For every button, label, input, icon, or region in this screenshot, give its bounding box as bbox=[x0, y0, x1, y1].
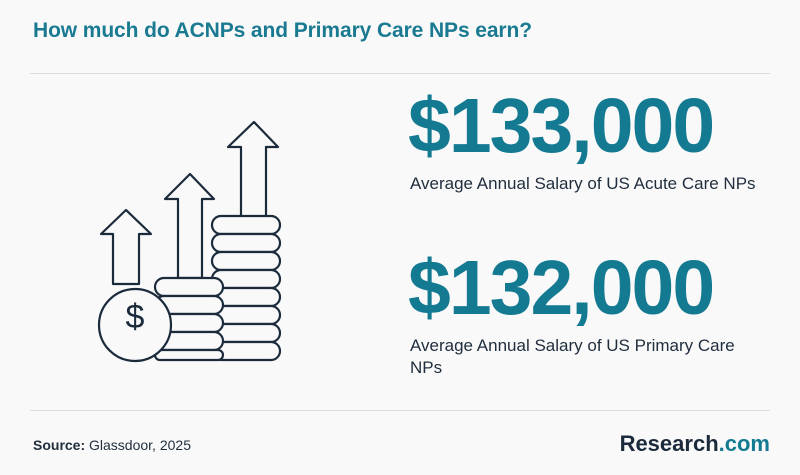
dollar-sign-icon: $ bbox=[125, 298, 145, 336]
source-citation: Source: Glassdoor, 2025 bbox=[33, 437, 191, 453]
stat-label-acute: Average Annual Salary of US Acute Care N… bbox=[410, 174, 756, 193]
brand-name: Research bbox=[619, 431, 719, 456]
stat-value-primary: $132,000 bbox=[408, 245, 715, 331]
stat-acute-care: $133,000 Average Annual Salary of US Acu… bbox=[408, 88, 778, 195]
brand-logo: Research.com bbox=[620, 431, 770, 457]
bottom-divider bbox=[30, 410, 770, 411]
coins-growth-arrows-icon bbox=[97, 120, 282, 363]
stat-label-primary: Average Annual Salary of US Primary Care… bbox=[410, 336, 735, 377]
top-divider bbox=[30, 73, 770, 74]
stat-value-acute: $133,000 bbox=[408, 83, 715, 169]
source-label: Source: bbox=[33, 437, 86, 453]
brand-tld: .com bbox=[718, 431, 770, 456]
source-text: Glassdoor, 2025 bbox=[89, 437, 191, 453]
page-title: How much do ACNPs and Primary Care NPs e… bbox=[33, 19, 532, 42]
stat-primary-care: $132,000 Average Annual Salary of US Pri… bbox=[408, 250, 778, 379]
